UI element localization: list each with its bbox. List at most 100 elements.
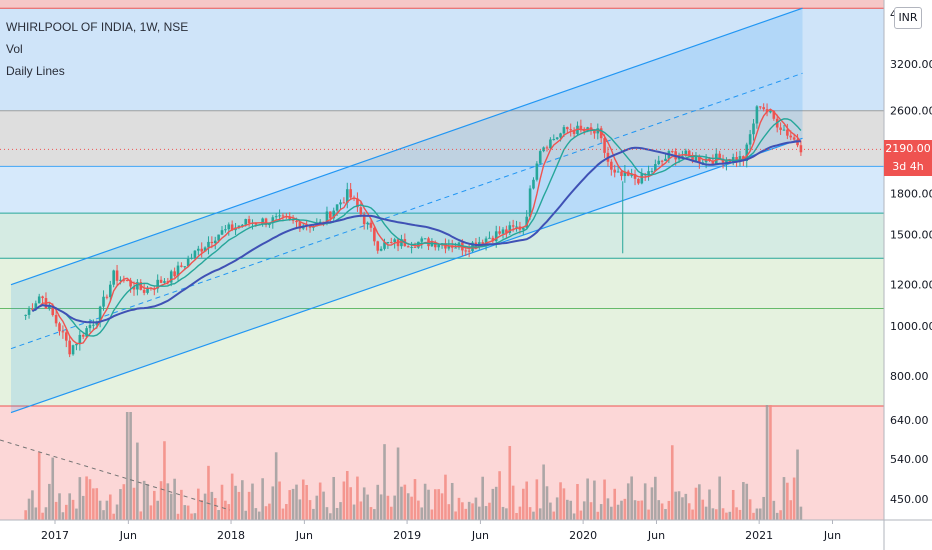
candle-body — [481, 242, 484, 245]
candle-body — [393, 239, 396, 243]
x-tick-label: Jun — [647, 529, 665, 542]
candle-body — [115, 270, 119, 281]
volume-bar — [373, 509, 376, 520]
candle-body — [356, 198, 359, 208]
volume-bar — [423, 483, 427, 520]
volume-bar — [708, 489, 711, 520]
currency-button[interactable]: INR — [894, 7, 922, 29]
volume-bar — [332, 476, 336, 520]
candle-body — [244, 219, 248, 225]
volume-bar — [146, 484, 149, 520]
volume-bar — [752, 512, 755, 520]
candle-body — [603, 138, 606, 153]
last-price-tag: 2190.00 3d 4h — [884, 140, 932, 176]
candle-body — [542, 147, 545, 152]
volume-bar — [369, 507, 373, 520]
symbol-title[interactable]: WHIRLPOOL OF INDIA, 1W, NSE — [6, 20, 189, 34]
volume-bar — [163, 441, 166, 520]
volume-bar — [522, 488, 525, 520]
volume-bar — [660, 503, 664, 520]
volume-bar — [149, 505, 153, 520]
volume-bar — [180, 489, 183, 520]
candle-body — [119, 279, 122, 281]
candle-body — [660, 160, 664, 162]
volume-bar — [220, 484, 224, 520]
channel-upper-line — [10, 7, 803, 286]
candle-body — [765, 109, 769, 113]
candle-body — [41, 296, 44, 299]
candle-body — [566, 127, 569, 130]
daily-lines-indicator-label[interactable]: Daily Lines — [6, 64, 65, 78]
volume-bar — [748, 499, 752, 520]
moving-average-line — [31, 140, 801, 324]
candle-body — [186, 258, 190, 267]
volume-bar — [599, 504, 603, 520]
candle-body — [386, 241, 390, 243]
candle-body — [85, 328, 88, 337]
candle-body — [54, 315, 58, 324]
candle-body — [108, 284, 112, 298]
volume-bar — [518, 506, 522, 520]
candle-body — [362, 214, 366, 225]
candle-body — [146, 287, 149, 293]
candle-body — [105, 296, 109, 298]
volume-tick-label: 640.00 — [890, 414, 929, 427]
volume-bar — [471, 503, 474, 520]
volume-bar — [467, 501, 471, 520]
candle-body — [193, 250, 197, 258]
candle-body — [417, 241, 420, 248]
volume-bar — [295, 484, 298, 520]
candle-body — [501, 229, 505, 234]
candle-body — [173, 271, 176, 277]
volume-bar — [457, 497, 461, 520]
volume-bar — [691, 509, 694, 520]
candle-body — [92, 324, 95, 326]
y-tick-label: 1800.00 — [890, 187, 932, 200]
volume-bar — [582, 501, 586, 520]
volume-bar — [650, 487, 654, 520]
candle-body — [241, 224, 244, 226]
candle-body — [505, 229, 508, 233]
candle-body — [599, 128, 603, 139]
candle-body — [339, 202, 342, 205]
candle-body — [498, 231, 501, 234]
volume-bar — [433, 489, 437, 520]
candle-body — [718, 153, 721, 159]
candle-body — [572, 129, 576, 134]
volume-bar — [420, 507, 424, 520]
volume-bar — [122, 484, 126, 520]
channel-lower-line — [10, 137, 803, 414]
volume-bar — [48, 483, 51, 520]
volume-bar — [389, 506, 393, 520]
candle-body — [623, 171, 627, 177]
volume-bar — [728, 511, 732, 520]
candle-body — [27, 309, 31, 315]
volume-bar — [315, 495, 319, 520]
candle-body — [413, 246, 417, 248]
volume-bar — [620, 500, 623, 520]
x-tick-label: 2021 — [745, 529, 773, 542]
x-tick-label: 2020 — [569, 529, 597, 542]
light-blue-band — [0, 166, 884, 214]
volume-bar — [742, 482, 745, 520]
candle-body — [132, 286, 136, 290]
volume-bar — [224, 500, 227, 520]
candle-body — [288, 217, 292, 220]
volume-bar — [430, 509, 434, 520]
candle-body — [271, 217, 275, 224]
volume-bar — [616, 504, 620, 520]
candle-body — [129, 280, 132, 287]
volume-bar — [714, 509, 718, 520]
volume-bar — [207, 465, 210, 520]
volume-bar — [44, 507, 48, 520]
teal-band — [0, 213, 884, 259]
volume-indicator-label[interactable]: Vol — [6, 42, 23, 56]
y-tick-label: 1500.00 — [890, 229, 932, 242]
candle-body — [34, 303, 38, 310]
volume-bar — [81, 495, 85, 520]
volume-bar — [552, 511, 556, 520]
volume-bar — [288, 490, 292, 520]
candle-body — [796, 139, 799, 146]
candle-body — [657, 160, 661, 165]
